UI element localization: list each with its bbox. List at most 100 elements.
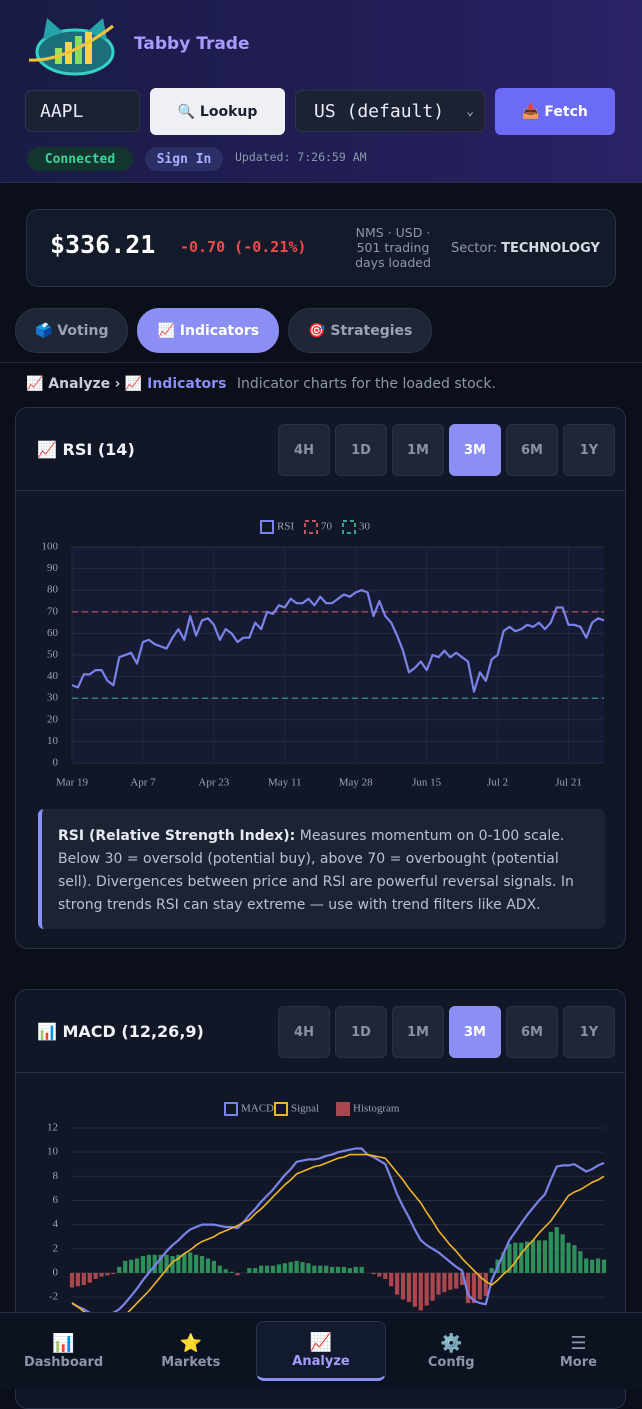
tab-button[interactable]: 🎯 Strategies	[288, 308, 433, 353]
histogram-bar	[572, 1245, 577, 1273]
y-tick-label: 10	[47, 1146, 59, 1158]
histogram-bar	[134, 1258, 140, 1273]
histogram-bar	[394, 1272, 400, 1295]
timeframe-button[interactable]: 3M	[449, 424, 501, 476]
legend-label: MACD	[241, 1103, 274, 1115]
histogram-bar	[182, 1253, 187, 1273]
histogram-bar	[259, 1265, 264, 1273]
histogram-bar	[164, 1254, 169, 1273]
histogram-bar	[312, 1265, 317, 1273]
lookup-button[interactable]: 🔍 Lookup	[150, 88, 285, 135]
histogram-bar	[75, 1272, 81, 1287]
timeframe-button[interactable]: 3M	[449, 1006, 501, 1058]
divider	[0, 362, 642, 363]
nav-item[interactable]: ⭐ Markets	[127, 1313, 254, 1389]
timeframe-button[interactable]: 1D	[335, 424, 387, 476]
histogram-bar	[483, 1272, 488, 1296]
histogram-bar	[87, 1272, 92, 1283]
legend-label: Signal	[291, 1103, 319, 1115]
legend-swatch	[274, 1102, 288, 1116]
fetch-button[interactable]: 📥 Fetch	[495, 88, 615, 135]
nav-icon: ⭐	[179, 1332, 203, 1354]
symbol-input[interactable]: AAPL	[25, 90, 140, 132]
histogram-bar	[270, 1265, 276, 1273]
sign-in-button[interactable]: Sign In	[145, 147, 223, 171]
nav-item[interactable]: 📈 Analyze	[256, 1321, 386, 1381]
histogram-bar	[211, 1260, 216, 1273]
nav-icon: ☰	[570, 1332, 587, 1354]
dropdown-arrow: ⌄	[466, 103, 474, 119]
macd-chart: -2 0 2 4 6 8 10 12 MACD Signal Histogram	[47, 1102, 607, 1312]
histogram-bar	[601, 1259, 607, 1273]
histogram-bar	[223, 1269, 228, 1273]
divider	[16, 490, 625, 491]
histogram-bar	[341, 1266, 347, 1273]
histogram-bar	[560, 1234, 565, 1273]
timeframe-button[interactable]: 4H	[278, 1006, 330, 1058]
timeframe-button[interactable]: 6M	[506, 424, 558, 476]
nav-item[interactable]: 📊 Dashboard	[0, 1313, 127, 1389]
breadcrumb-description: Indicator charts for the loaded stock.	[236, 376, 496, 392]
histogram-bar	[489, 1268, 494, 1273]
info-term: RSI (Relative Strength Index):	[58, 828, 296, 844]
y-tick-label: 70	[47, 605, 59, 617]
histogram-bar	[430, 1272, 435, 1301]
timeframe-button[interactable]: 1D	[335, 1006, 387, 1058]
card-title: 📈 RSI (14)	[37, 440, 135, 459]
y-tick-label: 12	[47, 1122, 58, 1134]
histogram-bar	[194, 1254, 199, 1273]
sector-label: Sector:	[451, 241, 497, 256]
y-tick-label: 100	[42, 541, 59, 553]
histogram-bar	[335, 1266, 341, 1273]
y-tick-label: 40	[47, 670, 59, 682]
breadcrumb-root[interactable]: 📈 Analyze	[26, 376, 111, 392]
timeframe-button[interactable]: 1Y	[563, 424, 615, 476]
histogram-bar	[128, 1259, 134, 1273]
timeframe-button[interactable]: 1Y	[563, 1006, 615, 1058]
market-select[interactable]: US (default) ⌄	[295, 90, 485, 132]
card-title: 📊 MACD (12,26,9)	[37, 1022, 204, 1041]
histogram-bar	[448, 1272, 453, 1290]
breadcrumb: 📈 Analyze › 📈 Indicators Indicator chart…	[26, 376, 496, 392]
timeframe-button[interactable]: 1M	[392, 424, 444, 476]
nav-item[interactable]: ☰ More	[515, 1313, 642, 1389]
line-series	[71, 1147, 605, 1312]
bottom-nav: 📊 Dashboard ⭐ Markets 📈 Analyze ⚙️ Config ☰ More	[0, 1312, 642, 1389]
info-text: Measures momentum on 0-100 scale. Below …	[58, 828, 574, 913]
legend-swatch	[304, 520, 318, 534]
x-tick-label: Jul 2	[487, 777, 508, 789]
legend-swatch	[224, 1102, 238, 1116]
timeframe-button[interactable]: 1M	[392, 1006, 444, 1058]
histogram-bar	[400, 1272, 406, 1300]
legend-label: 70	[321, 521, 333, 533]
histogram-bar	[460, 1272, 465, 1286]
histogram-bar	[69, 1272, 75, 1288]
quote-card: $336.21 -0.70 (-0.21%) NMS · USD · 501 t…	[26, 209, 616, 287]
histogram-bar	[471, 1272, 477, 1304]
tab-button[interactable]: 📈 Indicators	[137, 308, 280, 353]
histogram-bar	[188, 1252, 193, 1273]
histogram-bar	[282, 1263, 287, 1273]
line-series	[71, 1153, 605, 1312]
histogram-bar	[199, 1256, 205, 1273]
histogram-bar	[371, 1272, 376, 1275]
nav-label: Dashboard	[23, 1354, 104, 1370]
timeframe-group: 4H 1D 1M 3M 6M 1Y	[278, 424, 615, 476]
tab-button[interactable]: 🗳️ Voting	[15, 308, 129, 353]
histogram-bar	[146, 1254, 151, 1273]
nav-icon: 📈	[309, 1331, 333, 1353]
histogram-bar	[329, 1266, 335, 1273]
histogram-bar	[105, 1272, 110, 1276]
histogram-bar	[93, 1272, 98, 1279]
timeframe-button[interactable]: 4H	[278, 424, 330, 476]
histogram-bar	[454, 1272, 459, 1289]
histogram-bar	[117, 1266, 122, 1273]
nav-item[interactable]: ⚙️ Config	[388, 1313, 515, 1389]
timeframe-button[interactable]: 6M	[506, 1006, 558, 1058]
x-tick-label: Jun 15	[412, 777, 442, 789]
histogram-bar	[300, 1262, 305, 1273]
histogram-bar	[525, 1241, 530, 1273]
legend-swatch	[342, 520, 356, 534]
histogram-bar	[477, 1272, 482, 1300]
histogram-bar	[324, 1265, 329, 1273]
